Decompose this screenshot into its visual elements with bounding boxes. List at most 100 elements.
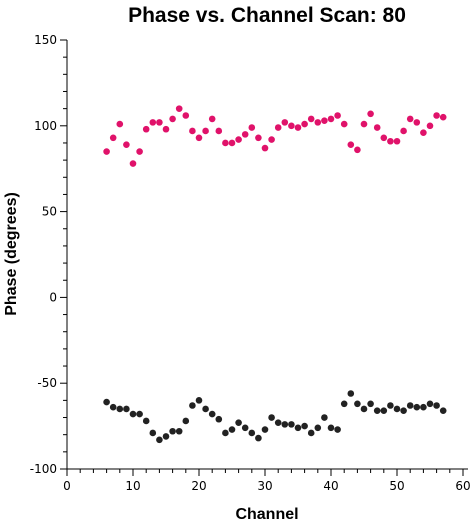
- y-tick-label: 150: [34, 33, 57, 47]
- phase-point-lower: [420, 403, 427, 411]
- chart-title: Phase vs. Channel Scan: 80: [128, 4, 406, 27]
- phase-point-lower: [248, 429, 256, 437]
- phase-point-lower: [261, 426, 269, 433]
- phase-point-lower: [426, 400, 434, 408]
- x-tick-label: 20: [191, 479, 206, 493]
- phase-point-upper: [268, 136, 275, 143]
- phase-point-lower: [334, 426, 341, 433]
- phase-point-lower: [175, 427, 183, 435]
- data-points: [103, 105, 447, 444]
- phase-point-upper: [142, 125, 150, 133]
- phase-point-upper: [149, 119, 157, 126]
- phase-point-lower: [182, 417, 190, 425]
- phase-point-upper: [208, 115, 216, 123]
- phase-point-upper: [248, 124, 256, 131]
- phase-point-upper: [195, 134, 203, 142]
- phase-point-lower: [314, 424, 322, 432]
- phase-point-lower: [169, 427, 176, 435]
- phase-point-lower: [307, 429, 315, 437]
- phase-point-upper: [380, 134, 388, 142]
- phase-point-lower: [255, 434, 262, 442]
- phase-point-lower: [281, 421, 289, 428]
- phase-point-lower: [116, 405, 124, 413]
- plot-area: [66, 40, 468, 470]
- phase-point-upper: [439, 113, 447, 121]
- phase-point-upper: [109, 134, 117, 142]
- phase-point-upper: [307, 115, 315, 123]
- y-tick-label: 50: [42, 205, 57, 219]
- phase-point-lower: [367, 400, 374, 408]
- y-tick-label: 0: [49, 290, 57, 304]
- phase-point-upper: [294, 124, 302, 131]
- phase-point-lower: [202, 405, 209, 413]
- phase-point-upper: [334, 112, 341, 119]
- phase-point-lower: [189, 402, 196, 409]
- phase-point-upper: [340, 120, 348, 128]
- phase-point-lower: [235, 419, 242, 426]
- y-tick-label: -50: [37, 376, 57, 390]
- phase-point-lower: [373, 407, 381, 414]
- phase-point-upper: [301, 120, 308, 128]
- phase-point-lower: [360, 405, 368, 413]
- x-axis-title: Channel: [235, 506, 298, 523]
- phase-point-upper: [182, 112, 190, 119]
- phase-point-upper: [373, 124, 381, 131]
- phase-point-lower: [288, 421, 295, 428]
- phase-point-lower: [268, 414, 275, 421]
- phase-point-upper: [406, 115, 414, 123]
- phase-point-upper: [123, 141, 130, 148]
- phase-point-lower: [162, 433, 170, 440]
- phase-point-upper: [156, 119, 163, 126]
- phase-point-lower: [274, 419, 282, 426]
- phase-point-lower: [215, 415, 223, 423]
- phase-point-upper: [222, 139, 229, 147]
- phase-point-lower: [156, 436, 163, 444]
- phase-point-lower: [123, 405, 130, 413]
- phase-point-lower: [109, 403, 117, 411]
- phase-point-upper: [367, 110, 374, 118]
- phase-point-lower: [393, 405, 401, 413]
- phase-point-lower: [228, 426, 236, 433]
- phase-point-upper: [400, 127, 407, 135]
- phase-point-upper: [169, 115, 176, 123]
- y-axis-title: Phase (degrees): [3, 192, 20, 316]
- phase-point-lower: [294, 424, 302, 432]
- phase-point-lower: [433, 402, 440, 409]
- phase-point-upper: [136, 148, 143, 155]
- phase-point-upper: [393, 137, 401, 145]
- phase-point-lower: [222, 429, 229, 437]
- phase-point-upper: [413, 119, 421, 126]
- phase-point-upper: [255, 134, 262, 142]
- x-tick-label: 40: [323, 479, 338, 493]
- phase-point-upper: [228, 139, 236, 147]
- phase-point-upper: [354, 146, 361, 154]
- phase-point-lower: [103, 398, 110, 406]
- x-tick-label: 60: [455, 479, 470, 493]
- phase-point-upper: [387, 137, 394, 145]
- phase-point-upper: [175, 105, 183, 112]
- phase-point-lower: [400, 407, 407, 414]
- phase-point-upper: [433, 112, 440, 119]
- x-tick-label: 30: [257, 479, 272, 493]
- phase-point-lower: [129, 410, 137, 418]
- phase-point-lower: [321, 414, 328, 421]
- phase-point-upper: [274, 124, 282, 131]
- phase-point-upper: [261, 144, 269, 152]
- phase-point-upper: [314, 119, 322, 126]
- phase-point-upper: [116, 120, 124, 128]
- phase-point-upper: [215, 127, 223, 135]
- phase-point-upper: [321, 117, 328, 124]
- phase-point-upper: [360, 120, 368, 128]
- phase-point-upper: [347, 141, 355, 148]
- phase-point-upper: [288, 122, 295, 130]
- y-tick-label: -100: [30, 462, 57, 476]
- phase-point-lower: [142, 417, 150, 425]
- phase-point-lower: [413, 403, 421, 411]
- phase-point-lower: [439, 407, 447, 414]
- x-tick-label: 50: [389, 479, 404, 493]
- phase-point-upper: [235, 136, 242, 143]
- phase-point-lower: [327, 424, 335, 432]
- axis-ticks: 0 10 20 30 40 50 60 -100 -50 0 50 100 150: [30, 33, 471, 493]
- phase-point-upper: [327, 115, 335, 123]
